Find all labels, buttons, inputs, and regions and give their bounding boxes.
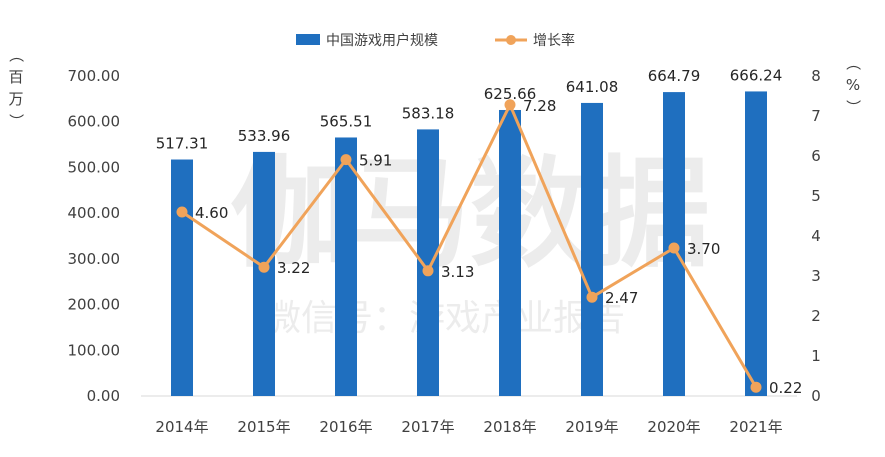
right-tick-label: 4 [811, 227, 821, 245]
line-marker [586, 291, 598, 303]
x-tick-label: 2015年 [237, 418, 290, 436]
bar-value-label: 533.96 [238, 127, 291, 145]
bar-value-label: 565.51 [320, 112, 373, 130]
left-tick-label: 500.00 [68, 158, 121, 176]
line-value-label: 5.91 [359, 152, 392, 170]
axis-title-char: ） [7, 113, 25, 128]
right-tick-label: 3 [811, 267, 821, 285]
legend-label-line: 增长率 [533, 32, 575, 49]
line-value-label: 2.47 [605, 289, 638, 307]
left-tick-label: 200.00 [68, 296, 121, 314]
left-tick-label: 700.00 [68, 67, 121, 85]
right-tick-label: 6 [811, 147, 821, 165]
legend-label-bar: 中国游戏用户规模 [326, 32, 438, 49]
line-value-label: 7.28 [523, 97, 556, 115]
axis-title-char: ） [844, 99, 862, 114]
line-marker [258, 261, 270, 273]
line-value-label: 3.70 [687, 240, 720, 258]
line-value-label: 0.22 [769, 379, 802, 397]
x-axis-ticks: 2014年 2015年 2016年 2017年 2018年 2019年 2020年 2021年 [155, 418, 782, 436]
bar-series [171, 91, 767, 397]
right-tick-label: 2 [811, 307, 821, 325]
bar [581, 102, 603, 396]
growth-line [181, 103, 758, 388]
left-axis-ticks: 0.00 100.00 200.00 300.00 400.00 500.00 600.00… [68, 67, 121, 405]
line-marker [504, 99, 516, 111]
line-value-label: 3.22 [277, 259, 310, 277]
line-marker [750, 381, 762, 393]
legend-swatch-marker [506, 35, 516, 45]
x-tick-label: 2021年 [729, 418, 782, 436]
x-tick-label: 2018年 [483, 418, 536, 436]
bar-data-labels: 517.31 533.96 565.51 583.18 625.66 641.08 664.… [156, 66, 783, 152]
line-marker [422, 265, 434, 277]
line-data-labels: 4.60 3.22 5.91 3.13 7.28 2.47 3.70 0.22 [195, 97, 802, 397]
bar [171, 159, 193, 396]
left-tick-label: 0.00 [87, 387, 120, 405]
axis-title-char: % [846, 76, 860, 94]
bar [499, 109, 521, 396]
right-tick-label: 0 [811, 387, 821, 405]
line-value-label: 4.60 [195, 204, 228, 222]
x-tick-label: 2014年 [155, 418, 208, 436]
line-value-label: 3.13 [441, 263, 474, 281]
watermark-main: 伽马数据 [230, 145, 710, 284]
right-tick-label: 1 [811, 347, 821, 365]
right-axis-ticks: 0 1 2 3 4 5 6 7 8 [811, 67, 821, 405]
x-tick-label: 2016年 [319, 418, 372, 436]
line-series [176, 99, 762, 393]
bar [335, 137, 357, 396]
right-tick-label: 5 [811, 187, 821, 205]
x-tick-label: 2017年 [401, 418, 454, 436]
watermark-sub: 微信号：游戏产业报告 [265, 298, 625, 339]
left-axis-title: （ 百万 ） [7, 47, 25, 128]
bar-value-label: 517.31 [156, 135, 209, 153]
legend: 中国游戏用户规模 增长率 [296, 32, 575, 49]
watermark: 伽马数据 微信号：游戏产业报告 [230, 145, 710, 339]
left-tick-label: 400.00 [68, 204, 121, 222]
bar-value-label: 583.18 [402, 104, 455, 122]
left-tick-label: 100.00 [68, 341, 121, 359]
right-tick-label: 7 [811, 107, 821, 125]
axis-title-char: （ [7, 47, 25, 62]
bar-value-label: 664.79 [648, 67, 701, 85]
bar [253, 151, 275, 396]
bar-value-label: 666.24 [730, 66, 783, 84]
x-tick-label: 2020年 [647, 418, 700, 436]
line-marker [176, 206, 188, 218]
left-tick-label: 600.00 [68, 113, 121, 131]
bar [417, 129, 439, 396]
right-tick-label: 8 [811, 67, 821, 85]
line-marker [668, 242, 680, 254]
axis-title-char: 百 [8, 68, 23, 86]
x-tick-label: 2019年 [565, 418, 618, 436]
legend-swatch-bar [296, 34, 320, 45]
bar [745, 91, 767, 397]
axis-title-char: （ [844, 55, 862, 70]
bar-value-label: 625.66 [484, 85, 537, 103]
axis-title-char: 万 [8, 90, 23, 108]
line-marker [340, 154, 352, 166]
right-axis-title: （% ） [844, 55, 862, 114]
left-tick-label: 300.00 [68, 250, 121, 268]
bar-value-label: 641.08 [566, 78, 619, 96]
